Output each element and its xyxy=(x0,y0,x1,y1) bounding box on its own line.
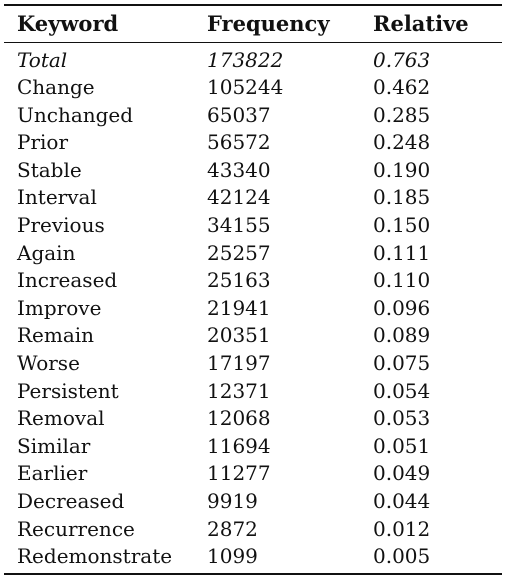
table-row: Prior 56572 0.248 xyxy=(4,129,502,157)
row-frequency: 42124 xyxy=(207,185,271,210)
row-keyword: Removal xyxy=(17,406,105,431)
row-keyword: Recurrence xyxy=(17,516,135,541)
row-relative: 0.049 xyxy=(373,461,431,486)
table-row: Removal 12068 0.053 xyxy=(4,405,502,433)
row-keyword: Earlier xyxy=(17,461,88,486)
bottom-rule xyxy=(4,572,502,575)
row-frequency: 1099 xyxy=(207,544,258,569)
total-row: Total 173822 0.763 xyxy=(4,43,502,74)
table-row: Similar 11694 0.051 xyxy=(4,433,502,461)
row-relative: 0.285 xyxy=(373,102,431,127)
row-keyword: Change xyxy=(17,75,95,99)
keyword-frequency-table: Keyword Frequency Relative Total 173822 … xyxy=(4,0,502,575)
row-relative: 0.051 xyxy=(373,433,431,458)
row-frequency: 105244 xyxy=(207,75,284,99)
table-row: Recurrence 2872 0.012 xyxy=(4,516,502,544)
row-relative: 0.044 xyxy=(373,488,431,513)
table-row: Remain 20351 0.089 xyxy=(4,322,502,350)
row-frequency: 12068 xyxy=(207,406,271,431)
table-row: Again 25257 0.111 xyxy=(4,240,502,268)
row-relative: 0.185 xyxy=(373,185,431,210)
row-frequency: 2872 xyxy=(207,516,258,541)
row-keyword: Improve xyxy=(17,295,102,320)
row-keyword: Decreased xyxy=(17,488,125,513)
row-frequency: 20351 xyxy=(207,323,271,348)
table-row: Unchanged 65037 0.285 xyxy=(4,102,502,130)
row-relative: 0.012 xyxy=(373,516,431,541)
table-row: Change 105244 0.462 xyxy=(4,74,502,102)
row-keyword: Remain xyxy=(17,323,95,348)
row-keyword: Previous xyxy=(17,212,105,237)
row-keyword: Again xyxy=(17,240,76,265)
row-frequency: 9919 xyxy=(207,488,258,513)
table: Keyword Frequency Relative xyxy=(4,6,502,42)
table-row: Previous 34155 0.150 xyxy=(4,212,502,240)
row-frequency: 21941 xyxy=(207,295,271,320)
row-relative: 0.111 xyxy=(373,240,431,265)
table-row: Stable 43340 0.190 xyxy=(4,157,502,185)
row-frequency: 65037 xyxy=(207,102,271,127)
row-relative: 0.150 xyxy=(373,212,431,237)
table-row: Decreased 9919 0.044 xyxy=(4,488,502,516)
row-keyword: Stable xyxy=(17,157,82,182)
row-relative: 0.096 xyxy=(373,295,431,320)
total-frequency: 173822 xyxy=(207,48,284,72)
table-header: Keyword Frequency Relative xyxy=(4,6,502,42)
row-relative: 0.190 xyxy=(373,157,431,182)
row-frequency: 43340 xyxy=(207,157,271,182)
row-frequency: 12371 xyxy=(207,378,271,403)
header-row: Keyword Frequency Relative xyxy=(4,6,502,42)
row-frequency: 11277 xyxy=(207,461,271,486)
header-frequency: Frequency xyxy=(207,11,330,36)
row-relative: 0.462 xyxy=(373,75,431,99)
total-relative: 0.763 xyxy=(373,48,431,72)
row-relative: 0.075 xyxy=(373,350,431,375)
total-keyword: Total xyxy=(17,48,68,72)
row-keyword: Unchanged xyxy=(17,102,134,127)
header-keyword: Keyword xyxy=(17,11,119,36)
table-body: Total 173822 0.763 Change 105244 0.462 Unch… xyxy=(4,43,502,573)
row-frequency: 11694 xyxy=(207,433,271,458)
table-row: Redemonstrate 1099 0.005 xyxy=(4,543,502,573)
row-relative: 0.005 xyxy=(373,544,431,569)
row-keyword: Interval xyxy=(17,185,97,210)
row-relative: 0.053 xyxy=(373,406,431,431)
table-row: Interval 42124 0.185 xyxy=(4,184,502,212)
row-frequency: 56572 xyxy=(207,130,271,155)
row-frequency: 34155 xyxy=(207,212,271,237)
table-row: Earlier 11277 0.049 xyxy=(4,460,502,488)
table-row: Persistent 12371 0.054 xyxy=(4,378,502,406)
row-keyword: Redemonstrate xyxy=(17,544,173,569)
row-relative: 0.089 xyxy=(373,323,431,348)
row-frequency: 25257 xyxy=(207,240,271,265)
table-row: Increased 25163 0.110 xyxy=(4,267,502,295)
header-relative: Relative xyxy=(373,11,469,36)
row-relative: 0.110 xyxy=(373,268,431,293)
table-row: Worse 17197 0.075 xyxy=(4,350,502,378)
row-relative: 0.054 xyxy=(373,378,431,403)
table-row: Improve 21941 0.096 xyxy=(4,295,502,323)
row-keyword: Persistent xyxy=(17,378,119,403)
row-frequency: 25163 xyxy=(207,268,271,293)
row-keyword: Prior xyxy=(17,130,69,155)
row-keyword: Similar xyxy=(17,433,91,458)
row-frequency: 17197 xyxy=(207,350,271,375)
row-keyword: Increased xyxy=(17,268,118,293)
row-relative: 0.248 xyxy=(373,130,431,155)
row-keyword: Worse xyxy=(17,350,80,375)
header-rule xyxy=(4,42,502,43)
top-rule xyxy=(4,4,502,6)
